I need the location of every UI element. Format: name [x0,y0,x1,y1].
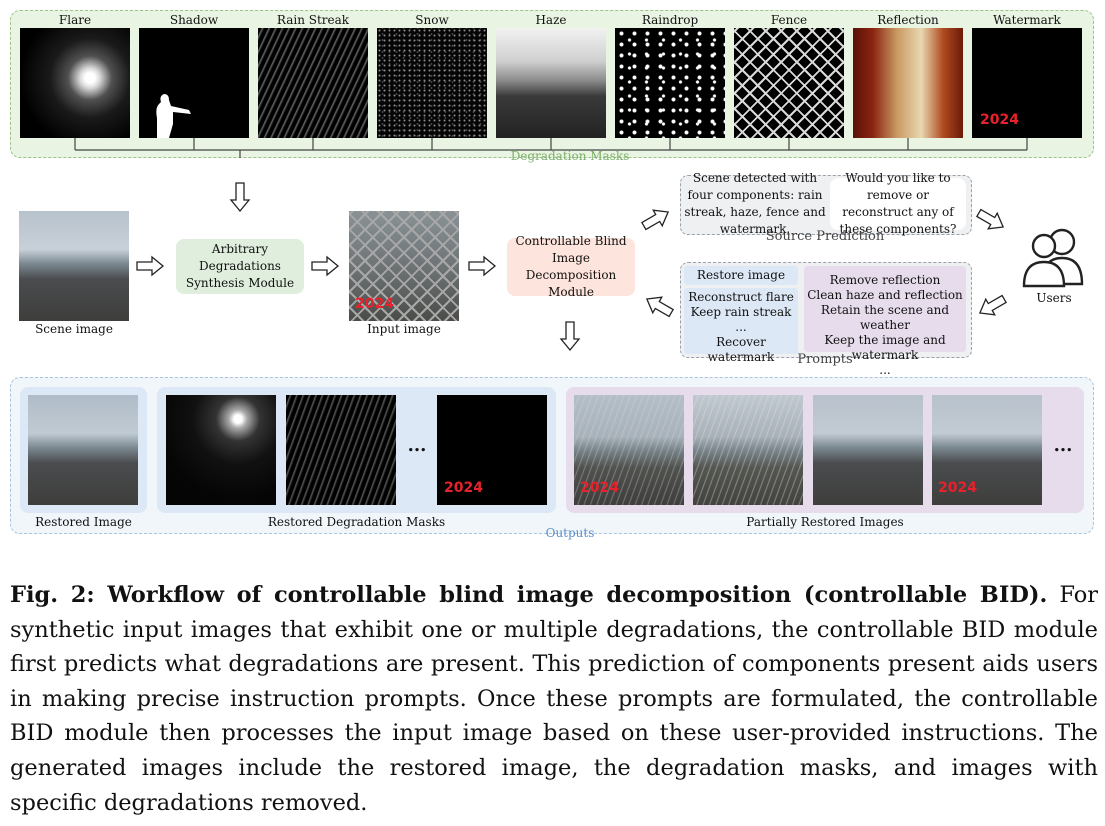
input-image-label: Input image [367,322,441,336]
source-prediction-right-text: Would you like to remove or reconstruct … [839,171,957,236]
prompt-restore-image: Restore image [684,266,798,285]
partial-image-1: 2024 [574,395,684,505]
source-prediction-right: Would you like to remove or reconstruct … [830,171,966,236]
prompt-right-line: Retain the scene and weather [820,303,950,332]
haze-mask-image [496,28,606,138]
connector-arrows [74,138,1028,352]
fence-mask-image [734,28,844,138]
source-prediction-label: Source Prediction [765,229,885,244]
mask-label-raindrop: Raindrop [641,13,699,27]
prompt-right-line: Clean haze and reflection [807,288,963,302]
input-image: 2024 [349,211,459,321]
prompt-left-line: Keep rain streak [690,305,792,319]
reflection-mask-image [853,28,963,138]
mask-label-shadow: Shadow [169,13,219,27]
scene-image [19,211,129,321]
users-icon [1014,226,1094,288]
partial-image-1-watermark: 2024 [580,480,619,496]
caption-body: For synthetic input images that exhibit … [10,582,1099,816]
rain-streak-mask-image [258,28,368,138]
mask-label-reflection: Reflection [877,13,939,27]
synthesis-module-box: Arbitrary Degradations Synthesis Module [176,239,304,294]
restored-watermark-text: 2024 [444,480,483,496]
prompt-right-line: Keep the image and watermark [824,333,946,362]
workflow-figure: Flare Shadow Rain Streak Snow Haze Raind… [10,10,1094,540]
mask-label-haze: Haze [535,13,567,27]
prompt-right-line: ... [879,363,891,377]
bid-module-box: Controllable Blind Image Decomposition M… [507,234,635,299]
raindrop-mask-image [615,28,725,138]
users-label: Users [1036,291,1072,305]
prompts-label: Prompts [797,352,853,367]
partial-image-2 [693,395,803,505]
restored-image [28,395,138,505]
source-prediction-left: Scene detected with four components: rai… [684,171,826,236]
watermark-mask-image: 2024 [972,28,1082,138]
mask-label-rain-streak: Rain Streak [276,13,350,27]
prompt-right-line: Remove reflection [829,273,941,287]
prompts-right-box: Remove reflection Clean haze and reflect… [804,266,966,377]
snow-mask-image [377,28,487,138]
restored-image-label: Restored Image [35,515,132,529]
partial-images-ellipsis: ... [1053,435,1073,456]
flare-mask-image [20,28,130,138]
mask-label-snow: Snow [415,13,449,27]
input-image-watermark: 2024 [355,296,394,312]
partial-image-4-watermark: 2024 [938,480,977,496]
restored-masks-ellipsis: ... [407,435,427,456]
figure-caption: Fig. 2: Workflow of controllable blind i… [10,578,1098,820]
restored-rain-mask [286,395,396,505]
prompts-left-box: Reconstruct flare Keep rain streak ... R… [684,288,798,364]
outputs-label: Outputs [545,526,595,540]
partial-image-3 [813,395,923,505]
shadow-mask-image [139,28,249,138]
mask-label-watermark: Watermark [993,13,1061,27]
prompt-left-line: ... [735,320,747,334]
restored-flare-mask [166,395,276,505]
synthesis-module-text: Arbitrary Degradations Synthesis Module [185,242,295,290]
prompt-left-line: Recover watermark [707,335,775,364]
mask-label-fence: Fence [770,13,808,27]
bid-module-text: Controllable Blind Image Decomposition M… [515,234,627,299]
prompt-restore-text: Restore image [696,268,786,282]
restored-masks-label: Restored Degradation Masks [267,515,446,529]
mask-label-flare: Flare [58,13,92,27]
prompt-left-line: Reconstruct flare [688,290,794,304]
scene-image-label: Scene image [35,322,113,336]
partial-image-4: 2024 [932,395,1042,505]
caption-title: Fig. 2: Workflow of controllable blind i… [10,582,1048,608]
partial-images-label: Partially Restored Images [746,515,904,529]
watermark-mask-text: 2024 [980,112,1019,128]
source-prediction-left-text: Scene detected with four components: rai… [684,171,826,236]
restored-watermark-mask: 2024 [437,395,547,505]
degradation-masks-label: Degradation Masks [510,149,630,163]
